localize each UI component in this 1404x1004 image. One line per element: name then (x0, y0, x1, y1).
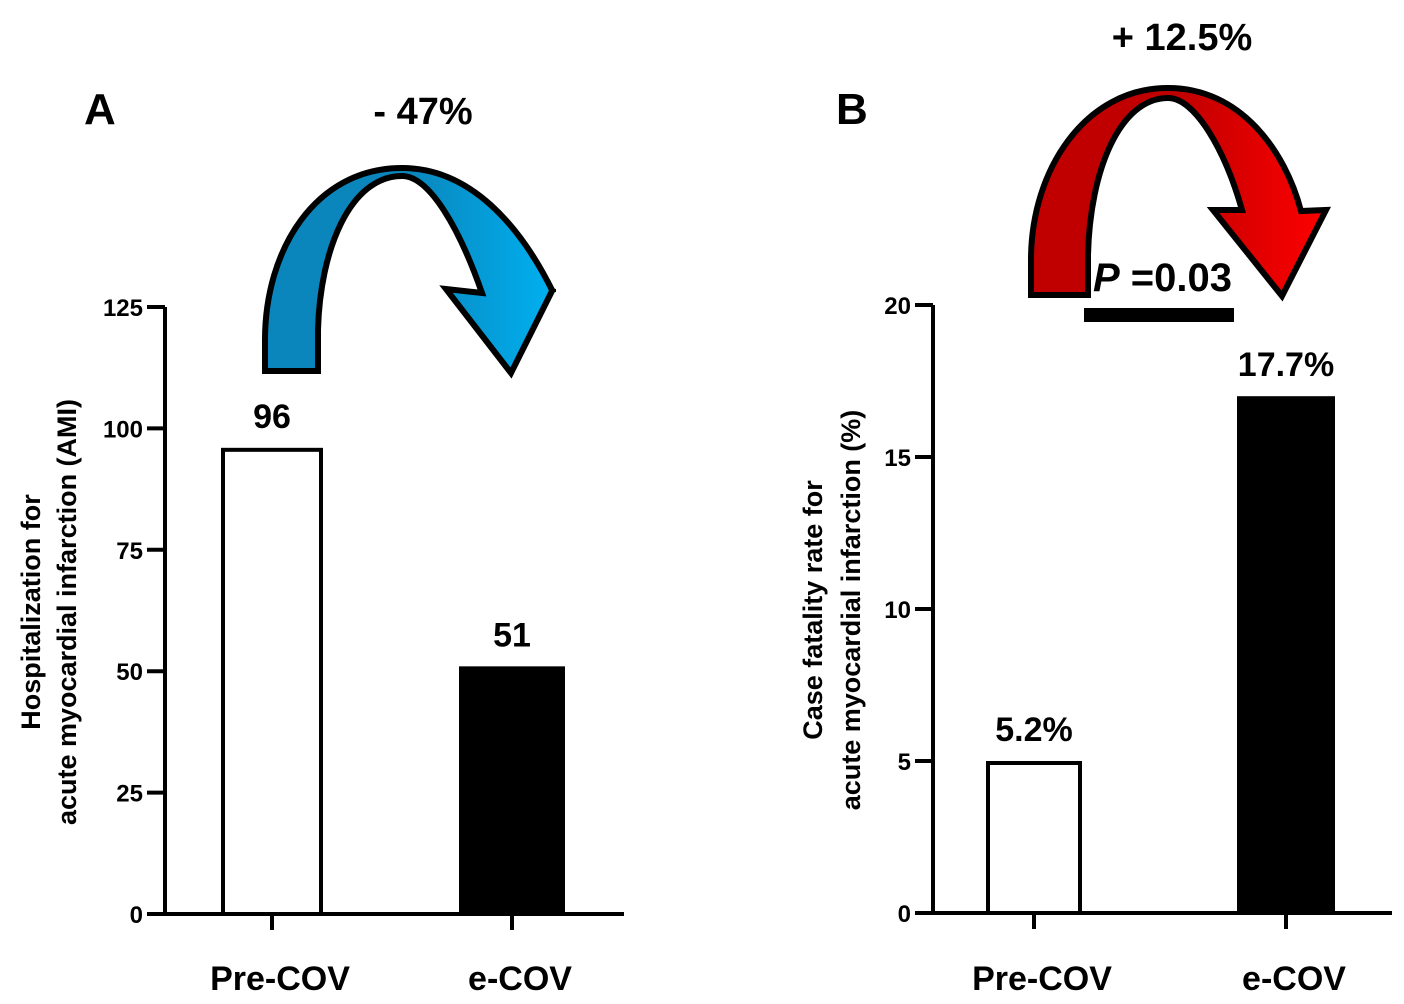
panel-b-category-label: Pre-COV (972, 960, 1112, 998)
panel-a-bar-value-label: 96 (253, 398, 291, 436)
panel-b-p-symbol: P (1093, 256, 1120, 300)
panel-a-bar-pre-cov (221, 447, 323, 916)
panel-b: B Case fatality rate for acute myocardia… (798, 17, 1392, 998)
panel-a-bars: 96 Pre-COV 51 e-COV (210, 398, 572, 998)
panel-a-ylabel-line-1: Hospitalization for (16, 494, 46, 730)
panel-a-change-label: - 47% (373, 91, 472, 133)
panel-a-y-tick-label: 0 (130, 902, 143, 929)
panel-b-y-tick-label: 15 (884, 445, 911, 472)
panel-b-y-tick-label: 5 (898, 749, 911, 776)
panel-a-bar-e-cov (459, 666, 565, 914)
panel-a-category-label: Pre-COV (210, 960, 350, 998)
panel-a-bar-value-label: 51 (493, 616, 531, 654)
panel-b-p-value: =0.03 (1120, 256, 1232, 300)
panel-a-change-arrow (262, 164, 556, 379)
panel-b-category-label: e-COV (1242, 960, 1346, 998)
panel-a-y-tick-label: 100 (103, 416, 143, 443)
panel-a-ylabel-line-2: acute myocardial infarction (AMI) (52, 399, 82, 825)
panel-b-bar-value-label: 17.7% (1238, 346, 1334, 384)
panel-b-change-label: + 12.5% (1112, 17, 1253, 59)
panel-a-y-tick-label: 75 (116, 538, 143, 565)
panel-b-y-ticks: 0 5 10 15 20 (884, 293, 933, 928)
panel-a: A Hospitalization for acute myocardial i… (16, 85, 624, 998)
panel-b-p-value-label: P =0.03 (1093, 256, 1232, 300)
panel-b-bar-e-cov (1237, 396, 1335, 913)
panel-b-ylabel-line-2: acute myocardial infarction (%) (836, 410, 866, 811)
panel-b-letter: B (836, 85, 868, 134)
panel-b-y-tick-label: 10 (884, 597, 911, 624)
panel-a-y-tick-label: 125 (103, 295, 143, 322)
panel-a-y-ticks: 0 25 50 75 100 125 (103, 295, 165, 929)
panel-b-y-tick-label: 0 (898, 901, 911, 928)
panel-a-letter: A (84, 85, 116, 134)
panel-a-category-label: e-COV (468, 960, 572, 998)
panel-a-y-tick-label: 50 (116, 659, 143, 686)
panel-b-bars: 5.2% Pre-COV 17.7% e-COV (972, 346, 1346, 998)
panel-b-bar-value-label: 5.2% (995, 711, 1073, 749)
panel-b-y-tick-label: 20 (884, 293, 911, 320)
panel-a-y-tick-label: 25 (116, 781, 143, 808)
panel-b-bar-pre-cov (986, 761, 1082, 915)
panel-b-ylabel-line-1: Case fatality rate for (798, 480, 828, 740)
panel-b-change-arrow (1028, 84, 1332, 302)
panel-b-significance-bar (1084, 308, 1234, 322)
